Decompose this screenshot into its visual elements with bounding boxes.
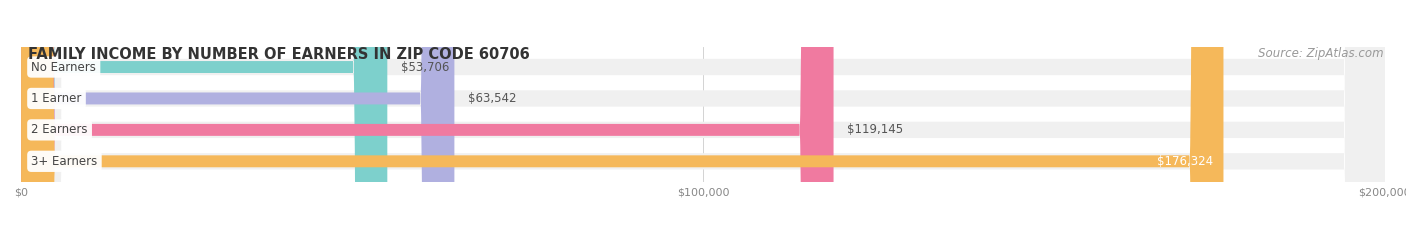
FancyBboxPatch shape	[21, 0, 1385, 233]
FancyBboxPatch shape	[21, 0, 1385, 233]
Text: 3+ Earners: 3+ Earners	[31, 155, 97, 168]
Text: $119,145: $119,145	[848, 123, 903, 136]
Text: 2 Earners: 2 Earners	[31, 123, 87, 136]
Text: $53,706: $53,706	[401, 61, 450, 74]
FancyBboxPatch shape	[21, 0, 1385, 233]
Text: FAMILY INCOME BY NUMBER OF EARNERS IN ZIP CODE 60706: FAMILY INCOME BY NUMBER OF EARNERS IN ZI…	[28, 47, 530, 62]
FancyBboxPatch shape	[21, 0, 1385, 233]
FancyBboxPatch shape	[21, 0, 1223, 233]
Text: Source: ZipAtlas.com: Source: ZipAtlas.com	[1258, 47, 1384, 60]
FancyBboxPatch shape	[21, 0, 454, 233]
FancyBboxPatch shape	[21, 0, 834, 233]
Text: 1 Earner: 1 Earner	[31, 92, 82, 105]
Text: $176,324: $176,324	[1157, 155, 1213, 168]
Text: $63,542: $63,542	[468, 92, 516, 105]
Text: No Earners: No Earners	[31, 61, 96, 74]
FancyBboxPatch shape	[21, 0, 387, 233]
